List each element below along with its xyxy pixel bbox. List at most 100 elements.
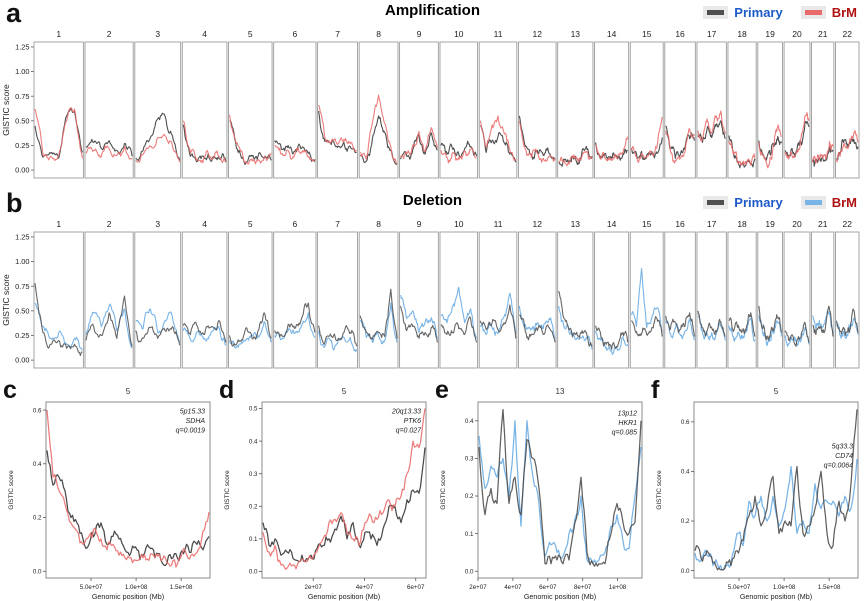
focal-plot-5p15: 5 GISTIC score 0.0 0.2 0.4 0.6 5.0e+07 1.0e+08 1…: [8, 387, 211, 601]
legend-key-brm-del: [800, 195, 826, 209]
focal-plot-20q13: 5 GISTIC score 0.0 0.1 0.2 0.3 0.4 0.5 2e+07 4e+0…: [224, 387, 427, 601]
focal-plot-13p12: 13 GISTIC score 0.0 0.1 0.2 0.3 0.4 2e+07 4e+07 6…: [440, 387, 643, 601]
svg-text:16: 16: [675, 29, 685, 39]
svg-text:13: 13: [556, 387, 565, 396]
svg-text:15: 15: [642, 29, 652, 39]
legend-key-brm-amp: [800, 5, 826, 19]
svg-text:5: 5: [342, 387, 347, 396]
svg-text:0.75: 0.75: [15, 92, 29, 101]
svg-text:0.4: 0.4: [681, 469, 690, 476]
svg-text:7: 7: [335, 29, 340, 39]
svg-text:0.2: 0.2: [249, 503, 258, 510]
legend-item-brm-amp: BrM: [800, 5, 857, 20]
svg-text:5: 5: [126, 387, 131, 396]
svg-text:20q13.33: 20q13.33: [391, 409, 421, 416]
svg-text:SDHA: SDHA: [186, 418, 206, 425]
panel-c-label: c: [3, 376, 17, 404]
panel-f: f 5 GISTIC score 0.0 0.2 0.4 0.6 5.0e+07 1.0e+0…: [648, 376, 865, 601]
svg-text:14: 14: [607, 29, 617, 39]
svg-text:5: 5: [248, 29, 253, 39]
svg-text:6e+07: 6e+07: [539, 584, 557, 591]
svg-text:1.25: 1.25: [15, 233, 29, 242]
svg-text:3: 3: [155, 219, 160, 229]
svg-text:17: 17: [707, 219, 717, 229]
svg-text:4: 4: [202, 219, 207, 229]
svg-text:8: 8: [376, 219, 381, 229]
svg-text:15: 15: [642, 219, 652, 229]
brm-line-swatch: [804, 199, 822, 205]
svg-text:1: 1: [56, 219, 61, 229]
svg-text:0.25: 0.25: [15, 141, 29, 150]
svg-text:0.00: 0.00: [15, 166, 29, 175]
svg-text:13: 13: [571, 219, 581, 229]
panel-a-label: a: [6, 0, 22, 28]
svg-text:0.50: 0.50: [15, 116, 29, 125]
svg-text:0.50: 0.50: [15, 306, 29, 315]
svg-text:5: 5: [774, 387, 779, 396]
svg-text:2: 2: [107, 29, 112, 39]
svg-text:2e+07: 2e+07: [469, 584, 487, 591]
svg-text:GISTIC score: GISTIC score: [1, 84, 11, 136]
svg-text:9: 9: [417, 219, 422, 229]
svg-text:13p12: 13p12: [618, 410, 638, 417]
svg-text:0.0: 0.0: [249, 569, 258, 576]
svg-text:20: 20: [792, 219, 802, 229]
panel-c: c 5 GISTIC score 0.0 0.2 0.4 0.6 5.0e+07 1.0e+0…: [0, 376, 217, 601]
svg-text:4: 4: [202, 29, 207, 39]
svg-text:1: 1: [56, 29, 61, 39]
svg-text:5: 5: [248, 219, 253, 229]
svg-text:0.5: 0.5: [249, 406, 258, 413]
svg-text:q=0.027: q=0.027: [396, 428, 423, 435]
legend-item-brm-del: BrM: [800, 194, 857, 210]
svg-text:11: 11: [494, 219, 503, 229]
panel-b-label: b: [6, 188, 23, 218]
legend-key-primary-amp: [703, 5, 729, 19]
svg-text:1.0e+08: 1.0e+08: [773, 584, 796, 591]
svg-text:GISTIC score: GISTIC score: [1, 274, 11, 326]
svg-text:q=0.0019: q=0.0019: [176, 428, 205, 435]
svg-text:22: 22: [843, 29, 853, 39]
svg-text:3: 3: [155, 29, 160, 39]
svg-text:5.0e+07: 5.0e+07: [728, 584, 751, 591]
svg-text:0.25: 0.25: [15, 331, 29, 340]
svg-text:0.00: 0.00: [15, 356, 29, 365]
svg-text:GISTIC score: GISTIC score: [8, 470, 15, 510]
legend-item-primary-amp: Primary: [703, 5, 783, 20]
svg-text:4e+07: 4e+07: [356, 584, 374, 591]
svg-text:20: 20: [792, 29, 802, 39]
panel-b-legend: Primary BrM: [703, 194, 857, 210]
svg-text:16: 16: [675, 219, 685, 229]
svg-text:13: 13: [571, 29, 581, 39]
svg-text:4e+07: 4e+07: [504, 584, 522, 591]
svg-text:0.6: 0.6: [33, 407, 42, 414]
focal-plot-5q33: 5 GISTIC score 0.0 0.2 0.4 0.6 5.0e+07 1.0e+08 1…: [656, 387, 859, 601]
svg-text:Genomic position (Mb): Genomic position (Mb): [308, 592, 380, 601]
svg-text:GISTIC score: GISTIC score: [440, 470, 447, 510]
panel-d: d 5 GISTIC score 0.0 0.1 0.2 0.3 0.4 0.5 2e+07 4e…: [216, 376, 433, 601]
svg-text:0.2: 0.2: [465, 493, 474, 500]
deletion-genome-plot: GISTIC score 0.00 0.25 0.50 0.75 1.00 1.25 1 2 3 4…: [1, 219, 860, 369]
svg-text:0.4: 0.4: [249, 438, 258, 445]
svg-text:Genomic position (Mb): Genomic position (Mb): [92, 592, 164, 601]
svg-text:6: 6: [292, 219, 297, 229]
svg-text:1.00: 1.00: [15, 67, 29, 76]
svg-text:0.0: 0.0: [33, 568, 42, 575]
svg-text:0.6: 0.6: [681, 419, 690, 426]
primary-line-swatch: [707, 199, 725, 205]
legend-label-brm: BrM: [831, 194, 857, 210]
legend-key-primary-del: [703, 195, 729, 209]
svg-text:1.00: 1.00: [15, 257, 29, 266]
svg-text:0.75: 0.75: [15, 282, 29, 291]
svg-text:HKR1: HKR1: [618, 420, 637, 427]
svg-text:Genomic position (Mb): Genomic position (Mb): [524, 592, 596, 601]
svg-text:8e+07: 8e+07: [574, 584, 592, 591]
svg-text:17: 17: [707, 29, 717, 39]
svg-text:0.2: 0.2: [33, 515, 42, 522]
panel-e-label: e: [435, 376, 449, 404]
svg-text:1.5e+08: 1.5e+08: [170, 584, 193, 591]
svg-text:7: 7: [335, 219, 340, 229]
svg-text:12: 12: [533, 219, 543, 229]
svg-text:21: 21: [818, 29, 828, 39]
